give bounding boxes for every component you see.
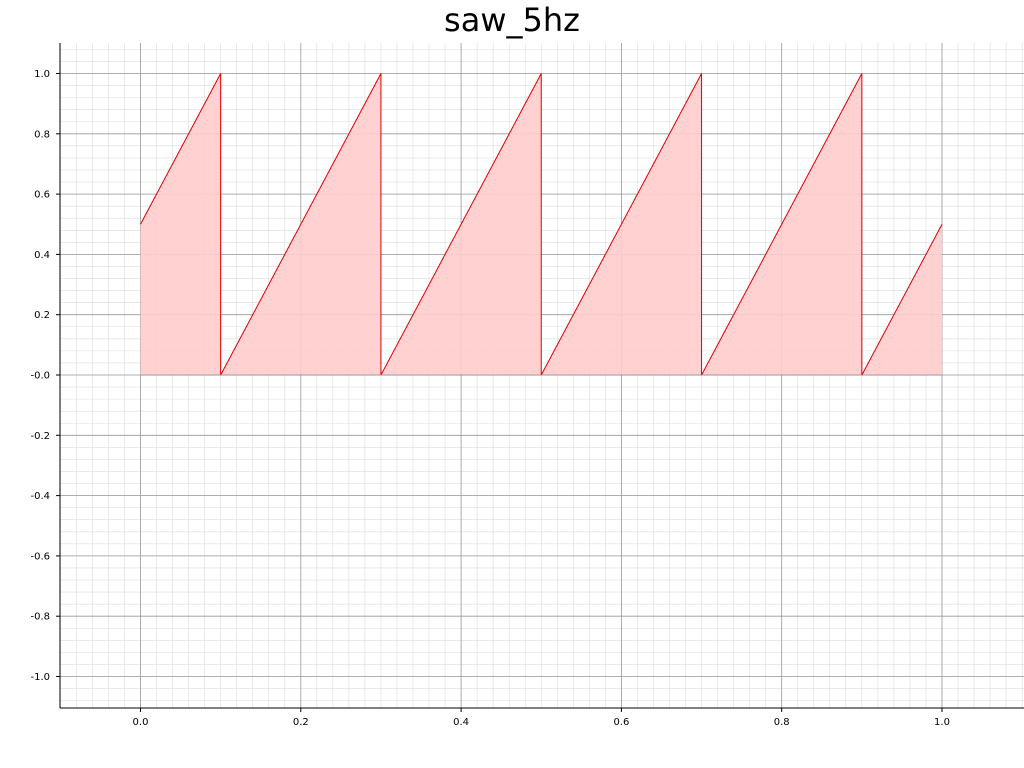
y-tick-label: -0.6 xyxy=(30,551,50,562)
y-tick-label: -0.2 xyxy=(30,431,50,442)
y-tick-label: -0.8 xyxy=(30,612,50,623)
y-tick-label: 0.6 xyxy=(34,190,50,201)
y-tick-label: 1.0 xyxy=(34,69,50,80)
x-tick-label: 0.2 xyxy=(293,717,309,728)
x-tick-label: 0.8 xyxy=(774,717,790,728)
y-tick-label: 0.8 xyxy=(34,129,50,140)
y-tick-label: 0.2 xyxy=(34,310,50,321)
series-line xyxy=(140,73,943,376)
y-tick-label: -1.0 xyxy=(30,672,50,683)
x-tick-label: 0.6 xyxy=(613,717,629,728)
y-tick-label: -0.0 xyxy=(30,371,50,382)
x-tick-label: 1.0 xyxy=(934,717,950,728)
x-tick-label: 0.0 xyxy=(133,717,149,728)
y-tick-label: -0.4 xyxy=(30,491,50,502)
chart-title: saw_5hz xyxy=(444,1,580,39)
y-tick-label: 0.4 xyxy=(34,250,50,261)
x-tick-label: 0.4 xyxy=(453,717,469,728)
